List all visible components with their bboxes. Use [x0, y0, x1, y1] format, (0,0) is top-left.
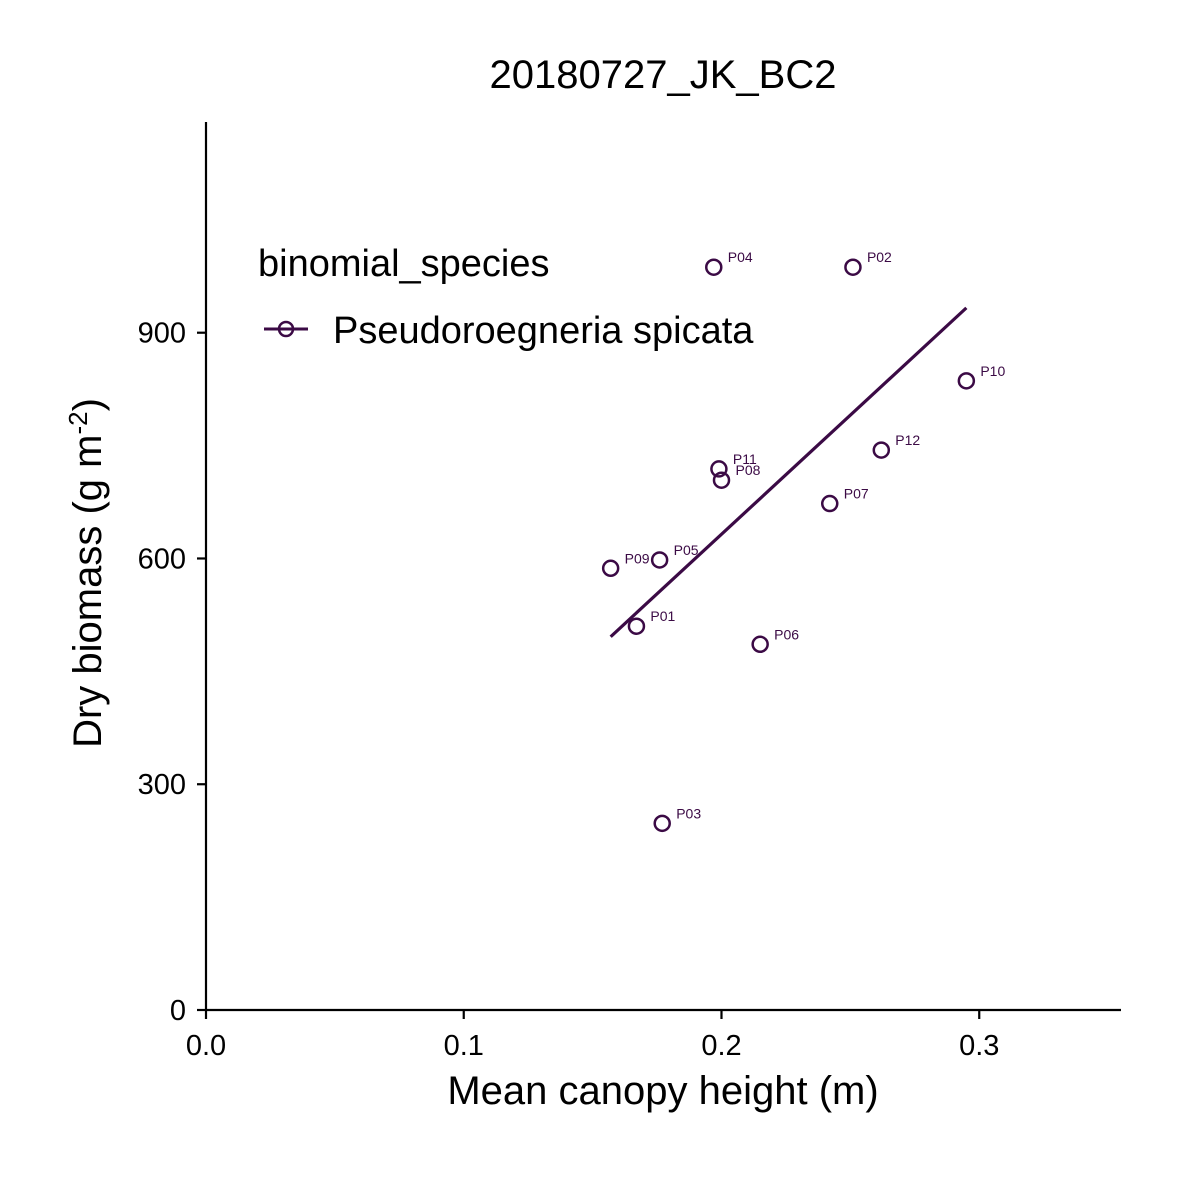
point-label: P08 — [735, 462, 760, 478]
point-label: P11 — [733, 451, 757, 467]
data-point — [601, 559, 620, 578]
chart-title: 20180727_JK_BC2 — [490, 53, 837, 97]
data-point — [712, 471, 731, 489]
data-point — [705, 258, 723, 276]
x-tick-label: 0.0 — [186, 1030, 226, 1062]
y-tick-label: 0 — [170, 995, 186, 1027]
point-label: P10 — [980, 363, 1005, 379]
points — [601, 258, 976, 833]
point-label: P07 — [844, 486, 869, 502]
legend-title: binomial_species — [258, 243, 550, 285]
point-label: P04 — [728, 249, 753, 265]
x-tick-label: 0.1 — [444, 1030, 484, 1062]
y-tick-label: 900 — [138, 318, 186, 350]
data-point — [957, 372, 976, 390]
data-point — [653, 814, 671, 833]
point-labels: P01 P02 P03 P04 P05 P06 P07 P08 P09 P10 P11 P12 — [625, 249, 1006, 821]
legend-entry-label: Pseudoroegneria spicata — [333, 310, 754, 352]
x-tick-label: 0.2 — [701, 1030, 741, 1062]
data-point — [872, 441, 891, 459]
data-point — [751, 635, 769, 654]
fit-lines — [609, 306, 968, 638]
fit-line — [609, 306, 968, 638]
point-label: P03 — [676, 805, 701, 821]
x-axis-title: Mean canopy height (m) — [447, 1069, 878, 1113]
data-point — [710, 460, 728, 478]
point-label: P02 — [867, 249, 892, 265]
data-point — [844, 258, 862, 276]
x-ticks: 0.0 0.1 0.2 0.3 — [186, 1010, 999, 1062]
y-ticks: 0 300 600 900 — [138, 318, 206, 1027]
legend-key-marker — [277, 320, 295, 338]
data-point — [650, 551, 669, 569]
data-point — [820, 494, 839, 513]
x-tick-label: 0.3 — [959, 1030, 999, 1062]
point-label: P05 — [674, 542, 699, 558]
point-label: P09 — [625, 550, 650, 566]
y-axis-title-superscript: -2 — [63, 411, 93, 434]
y-axis-title: Dry biomass (g m-2) — [63, 398, 110, 748]
y-axis-title-suffix: ) — [66, 398, 110, 411]
y-tick-label: 300 — [138, 769, 186, 801]
y-axis-title-base: Dry biomass (g m — [66, 435, 110, 748]
point-label: P01 — [650, 608, 675, 624]
axes — [204, 122, 1121, 1012]
y-tick-label: 600 — [138, 543, 186, 575]
data-point — [627, 617, 646, 635]
point-label: P12 — [895, 432, 920, 448]
point-label: P06 — [774, 626, 799, 642]
legend: binomial_species Pseudoroegneria spicata — [258, 243, 754, 352]
